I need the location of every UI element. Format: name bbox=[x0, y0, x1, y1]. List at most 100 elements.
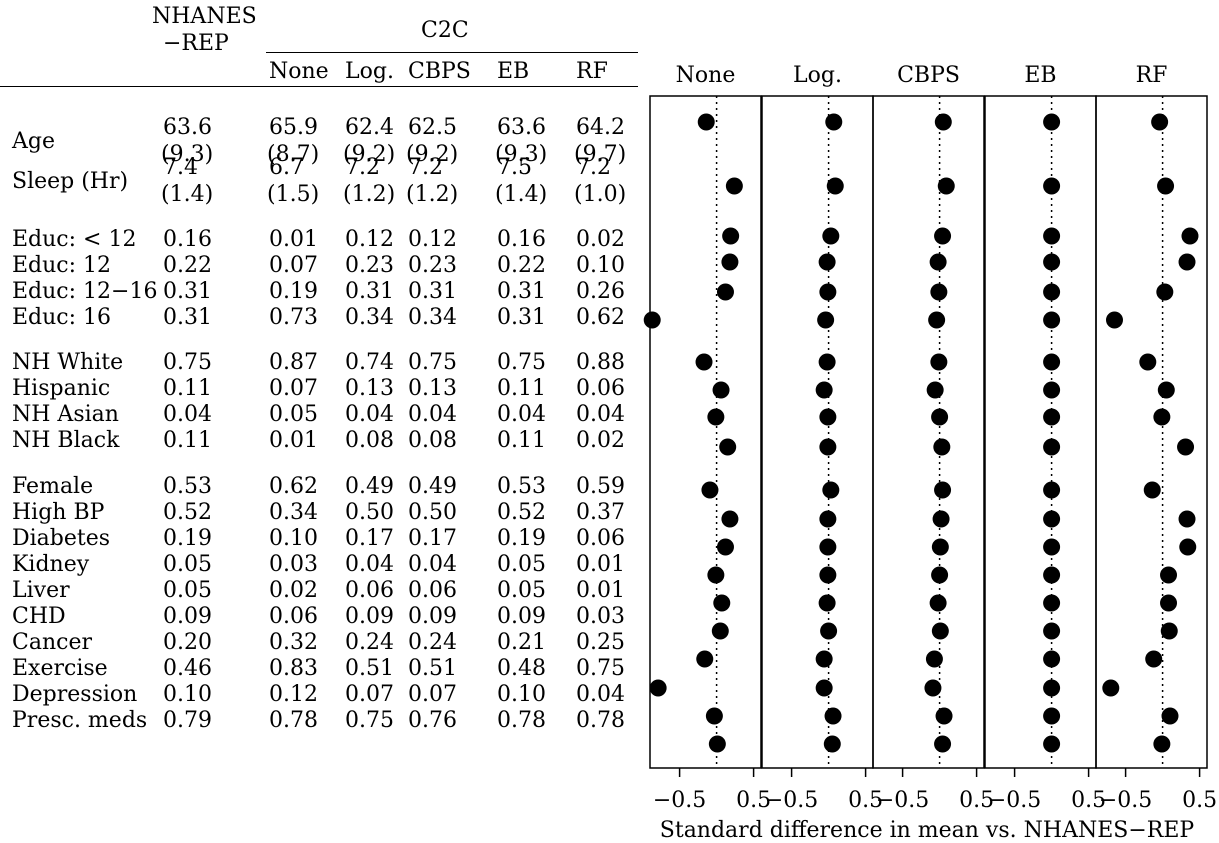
cell-value: 0.13 bbox=[408, 376, 457, 401]
data-point bbox=[819, 538, 837, 556]
row-label: Age bbox=[12, 129, 55, 154]
cell-value: 0.04 bbox=[497, 402, 546, 427]
data-point bbox=[725, 177, 743, 195]
cell-value: 0.31 bbox=[497, 279, 546, 304]
data-point bbox=[1043, 510, 1061, 528]
row-label: Cancer bbox=[12, 630, 92, 655]
cell-value: 0.04 bbox=[408, 552, 457, 577]
cell-value: 0.05 bbox=[497, 578, 546, 603]
cell-mean: 7.4 bbox=[163, 155, 198, 180]
panel-title: CBPS bbox=[897, 63, 960, 88]
cell-sd: (9.2) bbox=[343, 142, 396, 167]
cell-value: 0.11 bbox=[163, 376, 212, 401]
cell-value: 0.01 bbox=[576, 552, 625, 577]
cell-value: 0.13 bbox=[345, 376, 394, 401]
data-point bbox=[815, 381, 833, 399]
data-point bbox=[1179, 538, 1197, 556]
cell-value: 0.31 bbox=[408, 279, 457, 304]
data-point bbox=[930, 353, 948, 371]
header-col-eb: EB bbox=[497, 59, 530, 84]
cell-value: 0.10 bbox=[163, 682, 212, 707]
cell-value: 0.62 bbox=[576, 305, 625, 330]
data-point bbox=[1043, 650, 1061, 668]
cell-mean: 62.5 bbox=[408, 115, 457, 140]
row-label: Sleep (Hr) bbox=[12, 169, 129, 194]
cell-value: 0.24 bbox=[345, 630, 394, 655]
data-point bbox=[819, 438, 837, 456]
data-point bbox=[697, 113, 715, 131]
cell-value: 0.08 bbox=[345, 428, 394, 453]
data-point bbox=[721, 253, 739, 271]
cell-value: 0.01 bbox=[269, 428, 318, 453]
cell-sd: (1.5) bbox=[267, 182, 320, 207]
data-point bbox=[1043, 481, 1061, 499]
data-point bbox=[1043, 353, 1061, 371]
row-label: Educ: 12−16 bbox=[12, 279, 158, 304]
cell-value: 0.02 bbox=[269, 578, 318, 603]
cell-value: 0.46 bbox=[163, 656, 212, 681]
data-point bbox=[1043, 538, 1061, 556]
cell-value: 0.09 bbox=[408, 604, 457, 629]
cell-value: 0.34 bbox=[269, 500, 318, 525]
header-nhanes: NHANES bbox=[152, 4, 257, 29]
data-point bbox=[930, 283, 948, 301]
cell-value: 0.19 bbox=[163, 526, 212, 551]
data-point bbox=[934, 227, 952, 245]
data-point bbox=[707, 566, 725, 584]
cell-value: 0.20 bbox=[163, 630, 212, 655]
data-point bbox=[1181, 227, 1199, 245]
data-point bbox=[1043, 113, 1061, 131]
cell-value: 0.10 bbox=[269, 526, 318, 551]
x-tick-label: 0.5 bbox=[1182, 788, 1217, 813]
cell-sd: (9.3) bbox=[161, 142, 214, 167]
cell-value: 0.23 bbox=[345, 253, 394, 278]
cell-value: 0.59 bbox=[576, 474, 625, 499]
data-point bbox=[722, 227, 740, 245]
cell-value: 0.11 bbox=[497, 428, 546, 453]
panel-frame bbox=[984, 95, 1097, 769]
data-point bbox=[1157, 177, 1175, 195]
data-point bbox=[823, 735, 841, 753]
row-label: High BP bbox=[12, 500, 105, 525]
data-point bbox=[819, 408, 837, 426]
data-point bbox=[1043, 594, 1061, 612]
cell-mean: 63.6 bbox=[497, 115, 546, 140]
cell-mean: 63.6 bbox=[163, 115, 212, 140]
x-tick-label: −0.5 bbox=[653, 788, 706, 813]
data-point bbox=[716, 538, 734, 556]
cell-value: 0.75 bbox=[345, 708, 394, 733]
cell-value: 0.09 bbox=[345, 604, 394, 629]
cell-sd: (1.2) bbox=[406, 182, 459, 207]
cell-value: 0.78 bbox=[269, 708, 318, 733]
data-point bbox=[705, 707, 723, 725]
x-axis-label: Standard difference in mean vs. NHANES−R… bbox=[660, 818, 1195, 843]
data-point bbox=[1151, 113, 1169, 131]
data-point bbox=[826, 177, 844, 195]
data-point bbox=[1043, 253, 1061, 271]
cell-sd: (1.4) bbox=[161, 182, 214, 207]
data-point bbox=[925, 650, 943, 668]
data-point bbox=[1106, 311, 1123, 329]
cell-sd: (8.7) bbox=[267, 142, 320, 167]
data-point bbox=[934, 481, 952, 499]
cell-value: 0.19 bbox=[269, 279, 318, 304]
cell-mean: 7.2 bbox=[345, 155, 380, 180]
data-point bbox=[822, 227, 840, 245]
cell-value: 0.52 bbox=[497, 500, 546, 525]
cell-value: 0.06 bbox=[345, 578, 394, 603]
cell-value: 0.75 bbox=[576, 656, 625, 681]
data-point bbox=[934, 113, 952, 131]
data-point bbox=[1043, 679, 1061, 697]
panel-title: RF bbox=[1136, 63, 1168, 88]
data-point bbox=[1143, 481, 1161, 499]
x-tick-label: −0.5 bbox=[1099, 788, 1152, 813]
cell-value: 0.05 bbox=[269, 402, 318, 427]
data-point bbox=[933, 438, 951, 456]
row-label: Kidney bbox=[12, 552, 90, 577]
cell-value: 0.10 bbox=[497, 682, 546, 707]
data-point bbox=[701, 481, 719, 499]
cell-value: 0.05 bbox=[497, 552, 546, 577]
cell-value: 0.73 bbox=[269, 305, 318, 330]
data-point bbox=[1043, 227, 1061, 245]
data-point bbox=[1043, 735, 1061, 753]
